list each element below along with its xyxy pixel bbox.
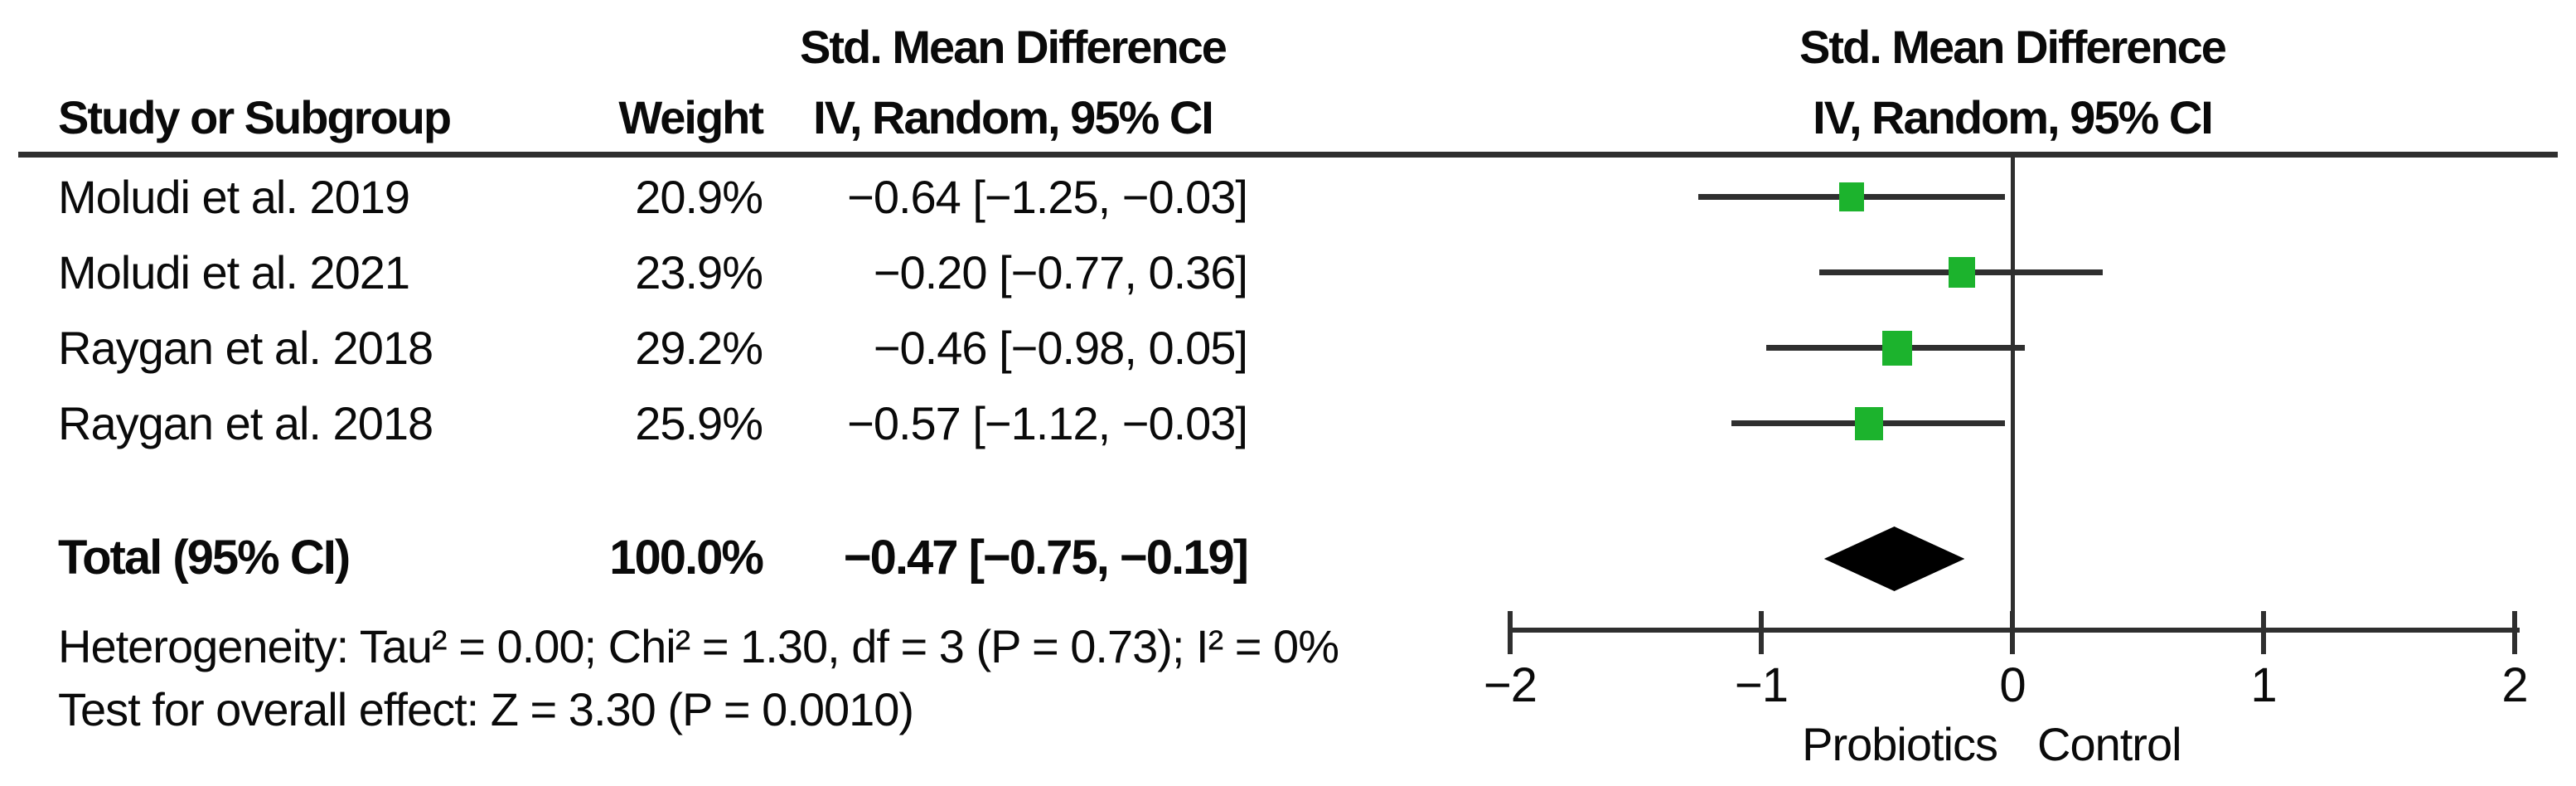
point-estimate-marker bbox=[1882, 331, 1912, 366]
col-header-study: Study or Subgroup bbox=[58, 91, 452, 143]
axis-tick-label: −1 bbox=[1734, 658, 1789, 712]
study-label: Raygan et al. 2018 bbox=[58, 397, 433, 449]
point-estimate-marker bbox=[1949, 257, 1975, 288]
total-label: Total (95% CI) bbox=[58, 531, 351, 585]
study-label: Moludi et al. 2021 bbox=[58, 246, 410, 298]
axis-tick bbox=[2261, 611, 2266, 654]
study-label: Moludi et al. 2019 bbox=[58, 171, 410, 223]
study-ci-text: −0.57 [−1.12, −0.03] bbox=[847, 397, 1248, 449]
axis-tick bbox=[1759, 611, 1764, 654]
axis-tick bbox=[1508, 611, 1513, 654]
study-weight: 25.9% bbox=[635, 397, 763, 449]
overall-effect-text: Test for overall effect: Z = 3.30 (P = 0… bbox=[58, 683, 914, 735]
col-header-effect-line1: Std. Mean Difference bbox=[800, 21, 1227, 73]
xlabel-left-group: Probiotics bbox=[1802, 718, 1998, 770]
axis-tick bbox=[2010, 611, 2015, 654]
point-estimate-marker bbox=[1839, 182, 1864, 211]
heterogeneity-text: Heterogeneity: Tau² = 0.00; Chi² = 1.30,… bbox=[58, 620, 1339, 672]
pooled-effect-diamond bbox=[1823, 526, 1965, 591]
point-estimate-marker bbox=[1855, 407, 1883, 440]
total-weight: 100.0% bbox=[609, 531, 764, 585]
study-ci-text: −0.20 [−0.77, 0.36] bbox=[873, 246, 1248, 298]
axis-tick-label: 2 bbox=[2501, 658, 2528, 712]
study-weight: 23.9% bbox=[635, 246, 763, 298]
col-header-effect-line2: IV, Random, 95% CI bbox=[813, 91, 1214, 143]
zero-line bbox=[2011, 158, 2015, 630]
axis-tick-label: 0 bbox=[1999, 658, 2026, 712]
axis-tick-label: 1 bbox=[2250, 658, 2277, 712]
plot-header-line2: IV, Random, 95% CI bbox=[1813, 91, 2214, 143]
axis-tick-label: −2 bbox=[1483, 658, 1537, 712]
axis-tick bbox=[2512, 611, 2517, 654]
col-header-weight: Weight bbox=[618, 91, 764, 143]
study-ci-text: −0.64 [−1.25, −0.03] bbox=[847, 171, 1248, 223]
study-weight: 29.2% bbox=[635, 322, 763, 374]
study-label: Raygan et al. 2018 bbox=[58, 322, 433, 374]
study-ci-text: −0.46 [−0.98, 0.05] bbox=[873, 322, 1248, 374]
header-rule bbox=[18, 152, 2558, 158]
total-ci-text: −0.47 [−0.75, −0.19] bbox=[843, 531, 1249, 585]
plot-header-line1: Std. Mean Difference bbox=[1799, 21, 2227, 73]
xlabel-right-group: Control bbox=[2037, 718, 2182, 770]
study-weight: 20.9% bbox=[635, 171, 763, 223]
